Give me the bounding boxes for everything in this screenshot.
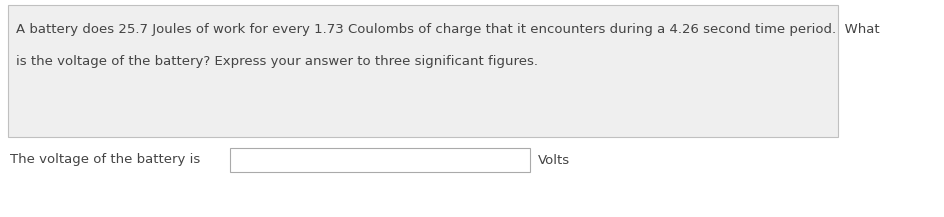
- Text: A battery does 25.7 Joules of work for every 1.73 Coulombs of charge that it enc: A battery does 25.7 Joules of work for e…: [16, 23, 879, 36]
- Bar: [8, 5, 837, 137]
- Text: The voltage of the battery is: The voltage of the battery is: [10, 153, 200, 166]
- Text: is the voltage of the battery? Express your answer to three significant figures.: is the voltage of the battery? Express y…: [16, 55, 537, 68]
- Text: Volts: Volts: [537, 153, 569, 166]
- Bar: [229, 148, 530, 172]
